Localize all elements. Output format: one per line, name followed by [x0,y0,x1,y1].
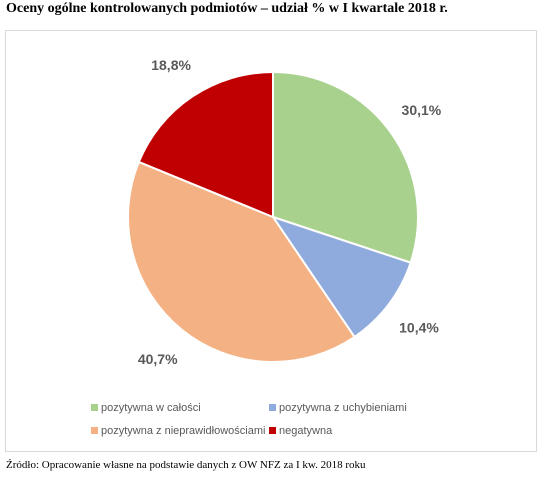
pie-slice [272,70,419,264]
slice-value-label: 40,7% [138,351,178,367]
legend-swatch [269,427,276,434]
legend-swatch [91,427,98,434]
legend-swatch [91,404,98,411]
legend-swatch [269,404,276,411]
legend-label: pozytywna z nieprawidłowościami [101,425,265,437]
slice-value-label: 30,1% [402,102,442,118]
legend: pozytywna w całości pozytywna z uchybieni… [91,402,407,437]
legend-label: negatywna [279,425,333,437]
pie-slice [137,70,274,219]
legend-label: pozytywna z uchybieniami [279,402,407,414]
slice-value-label: 10,4% [399,319,439,335]
pie-chart: 30,1% 10,4% 40,7% 18,8% pozytywna w całości… [91,57,442,437]
legend-label: pozytywna w całości [101,402,201,414]
pie-slice [127,160,356,363]
source-note: Źródło: Opracowanie własne na podstawie … [6,459,366,471]
chart-title: Oceny ogólne kontrolowanych podmiotów – … [6,1,448,16]
slice-labels: 30,1% 10,4% 40,7% 18,8% [138,57,442,367]
pie-slice [270,215,412,339]
slice-value-label: 18,8% [151,57,191,73]
pie-slices [127,70,419,363]
chart-area: 30,1% 10,4% 40,7% 18,8% pozytywna w całości… [5,30,537,452]
